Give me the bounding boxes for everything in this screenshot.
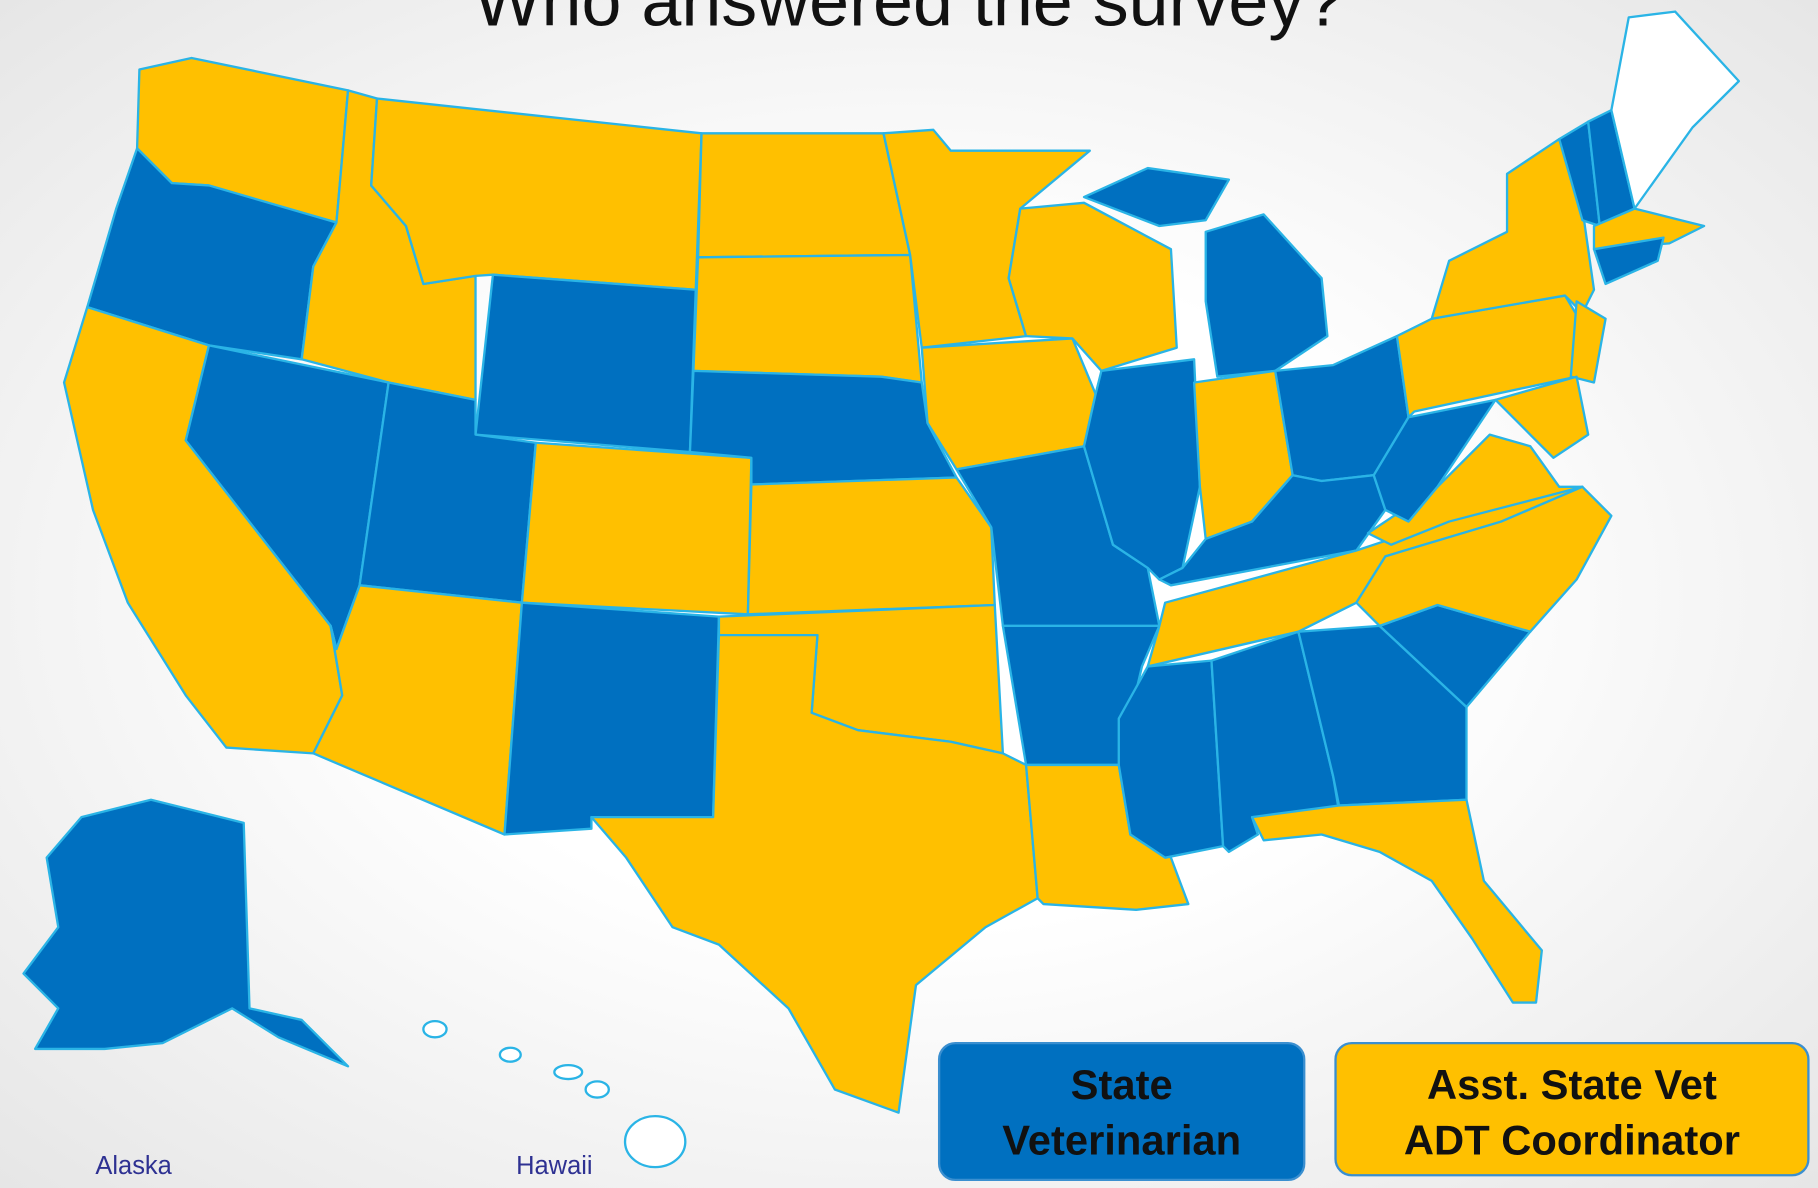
- legend-label: Veterinarian: [1002, 1116, 1241, 1163]
- state: [1610, 10, 1741, 210]
- state: [22, 798, 350, 1068]
- inset-label: Hawaii: [516, 1152, 592, 1180]
- state: [503, 601, 721, 836]
- state: [1366, 433, 1584, 546]
- states: [22, 10, 1741, 1169]
- state: [370, 97, 703, 291]
- state: [746, 476, 996, 616]
- state: [1592, 236, 1665, 286]
- island: [584, 1080, 610, 1099]
- state: [474, 273, 697, 454]
- legend-label: ADT Coordinator: [1404, 1116, 1740, 1163]
- legend: State Veterinarian Asst. State Vet ADT Coor…: [937, 1041, 1810, 1182]
- state: [1082, 166, 1231, 228]
- island: [623, 1114, 687, 1169]
- state: [1250, 798, 1543, 1004]
- state: [696, 132, 912, 259]
- map-title: Who answered the survey?: [474, 0, 1345, 41]
- state: [590, 633, 1039, 1114]
- state: [1355, 485, 1613, 633]
- legend-swatch: [937, 1041, 1306, 1182]
- island: [422, 1019, 448, 1039]
- state: [1204, 213, 1329, 378]
- state: [692, 253, 923, 384]
- state: [1494, 375, 1590, 459]
- island: [553, 1063, 584, 1081]
- state: [520, 441, 753, 616]
- legend-swatch: [1334, 1041, 1810, 1177]
- state: [1372, 398, 1497, 523]
- state: [1569, 300, 1607, 384]
- island: [498, 1046, 522, 1063]
- state: [1117, 659, 1225, 859]
- inset-label: Alaska: [95, 1152, 172, 1180]
- legend-label: Asst. State Vet: [1427, 1061, 1717, 1108]
- legend-label: State: [1071, 1061, 1173, 1108]
